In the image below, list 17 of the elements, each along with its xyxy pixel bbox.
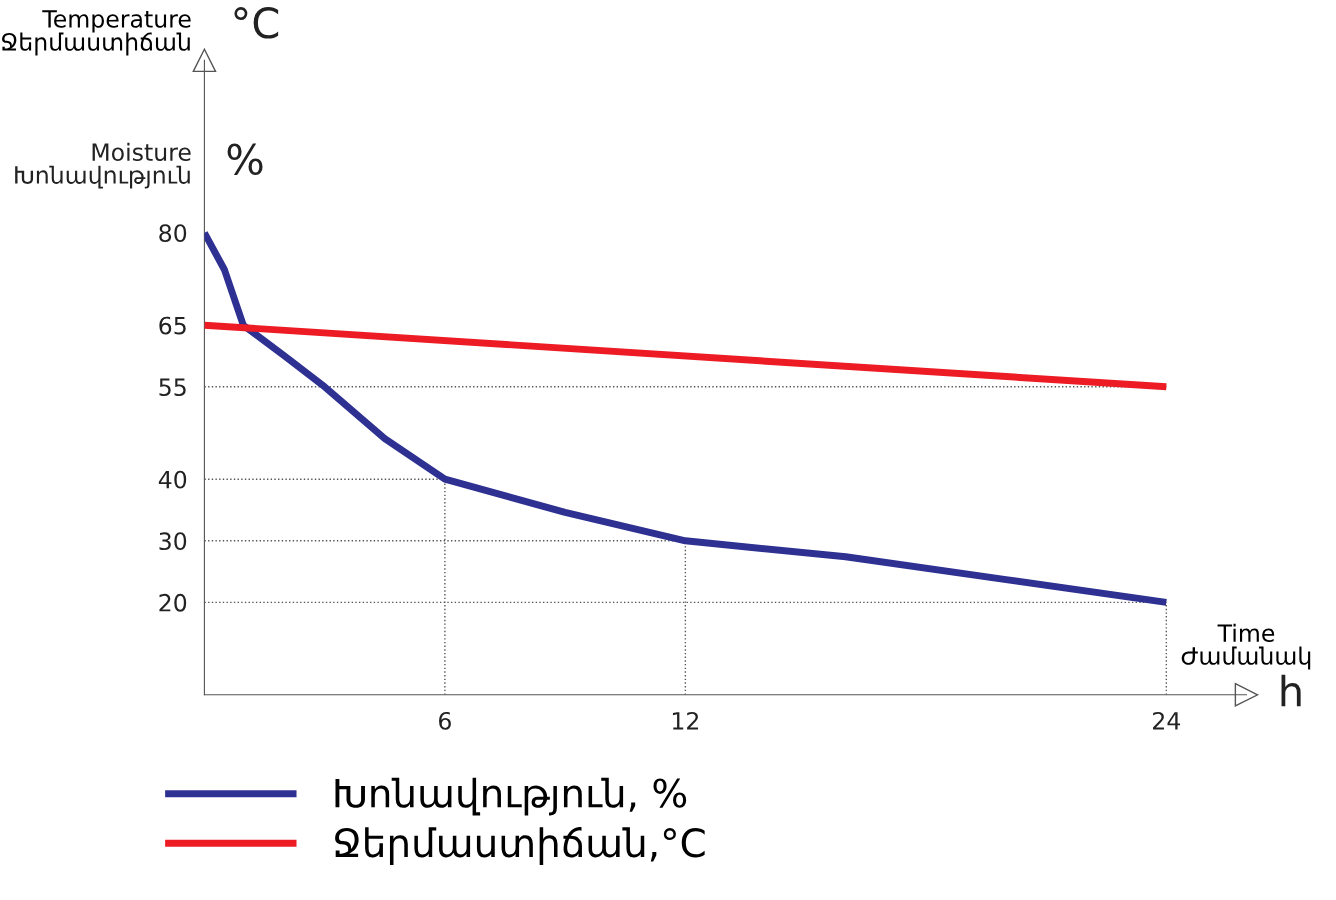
y-tick-label: 80 bbox=[159, 224, 187, 243]
annotation: % bbox=[227, 143, 263, 176]
x-tick-label: 24 bbox=[1153, 711, 1181, 730]
x-tick-label: 12 bbox=[672, 711, 699, 730]
text: °C bbox=[234, 7, 279, 39]
y-tick-label: 20 bbox=[159, 593, 187, 612]
legend-label: Խոնավություն, % bbox=[335, 777, 687, 816]
legend-label: Ջերմաստիճան,°C bbox=[335, 827, 705, 865]
y-tick-label: 30 bbox=[159, 532, 187, 551]
y-tick-label: 40 bbox=[158, 470, 187, 489]
y-tick-label: 65 bbox=[159, 316, 186, 335]
y-axis-title: Temperature Ջերմաստիճան bbox=[2, 10, 191, 56]
x-axis-title: Time Ժամանակ bbox=[1181, 623, 1311, 670]
y-tick-label: 55 bbox=[159, 378, 186, 397]
text: h bbox=[1281, 674, 1301, 707]
text: Moisture Խոնավություն bbox=[15, 142, 191, 189]
x-tick-label: 6 bbox=[439, 711, 451, 730]
